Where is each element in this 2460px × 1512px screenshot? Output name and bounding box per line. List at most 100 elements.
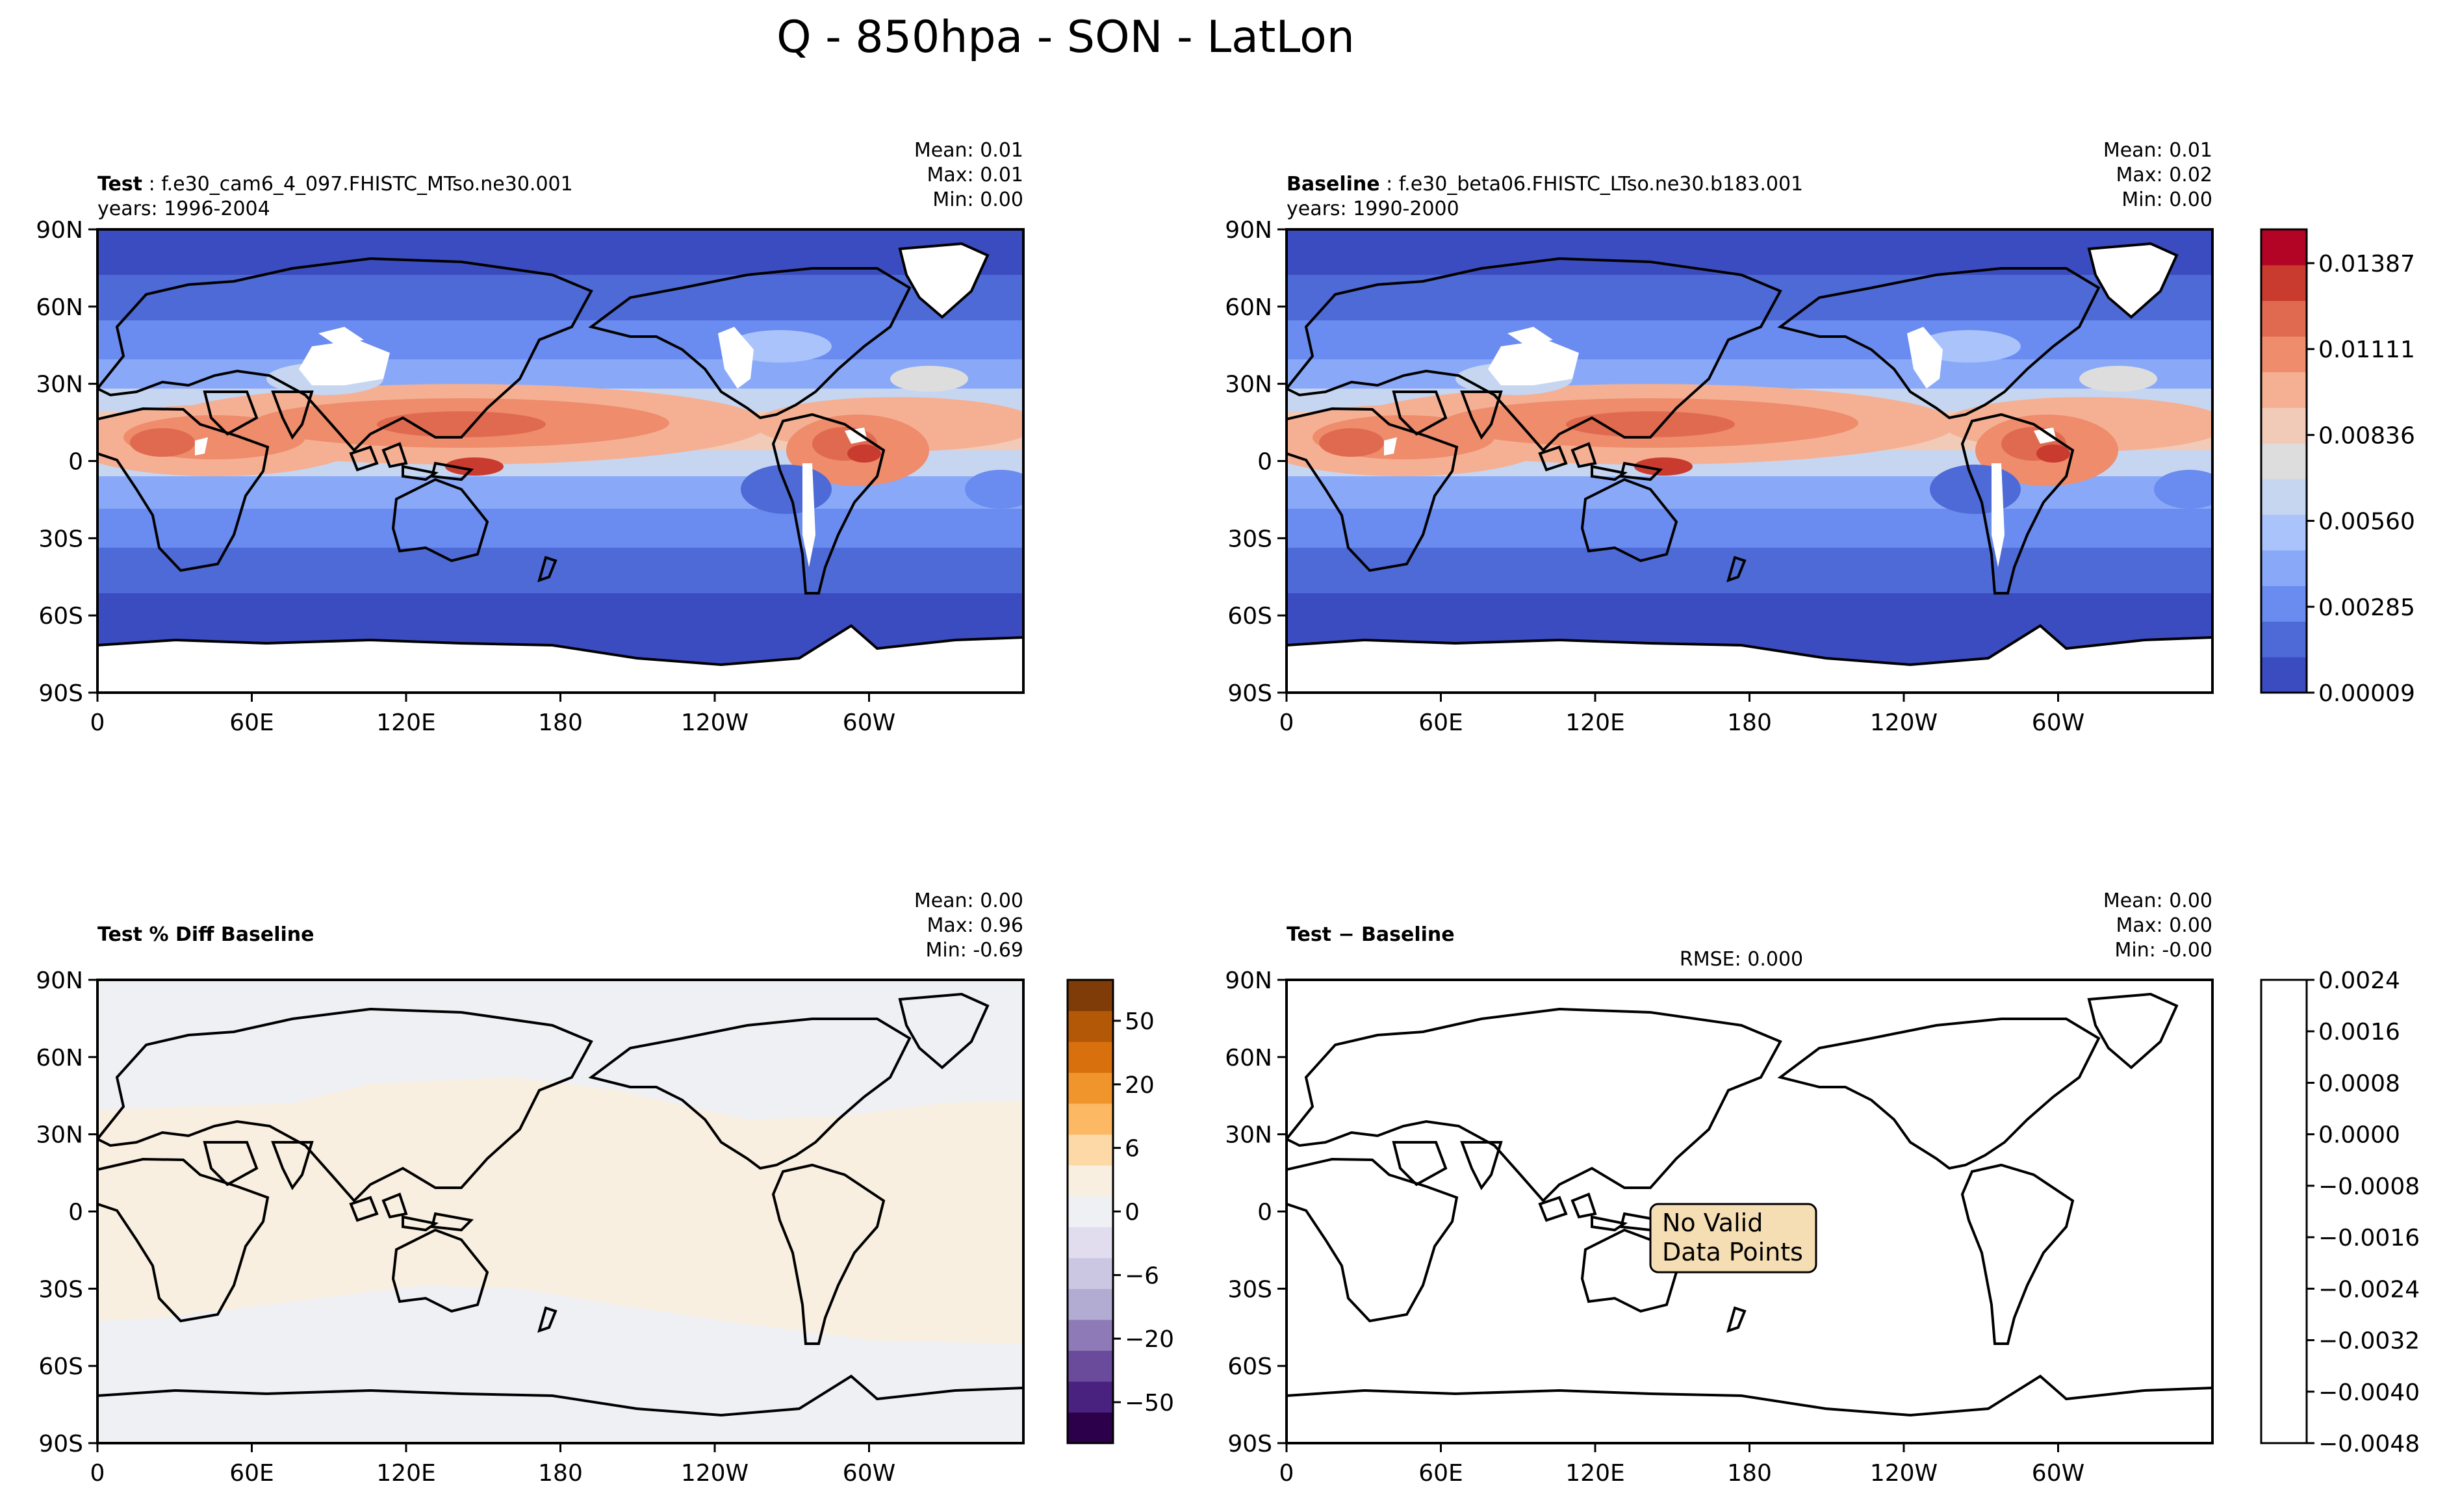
panel-title-bold: Baseline [1287, 173, 1380, 196]
panel-stat: Mean: 0.00 [914, 890, 1023, 912]
colorbar-label: −0.0032 [2318, 1328, 2420, 1355]
panel-years: years: 1990-2000 [1287, 198, 1459, 220]
colorbar-segment [1068, 1103, 1113, 1135]
lon-tick-label: 60E [229, 1460, 274, 1487]
colorbar-segment [2261, 621, 2307, 658]
no-data-box [1649, 1203, 1817, 1274]
lon-tick-label: 180 [1727, 1460, 1772, 1487]
map-body [97, 980, 1023, 1443]
colorbar-label: 6 [1125, 1136, 1140, 1162]
panel-stat: Max: 0.01 [927, 164, 1023, 186]
colorbar-segment [2261, 229, 2307, 266]
colorbar-label: 0.0000 [2318, 1122, 2400, 1149]
panel-years: years: 1996-2004 [97, 198, 270, 220]
lon-tick-label: 120E [376, 710, 435, 736]
colorbar-label: 0.00285 [2318, 595, 2415, 621]
lon-tick-label: 180 [538, 710, 583, 736]
colorbar-label: 0.00836 [2318, 422, 2415, 449]
lat-tick-label: 60N [1225, 294, 1272, 321]
map-body [97, 229, 1023, 693]
panel-stat: Min: -0.00 [2115, 939, 2213, 962]
panel-title-bold: Test % Diff Baseline [97, 923, 314, 946]
colorbar-label: 0.01387 [2318, 251, 2415, 277]
lon-tick-label: 120E [1565, 1460, 1624, 1487]
lat-tick-label: 30S [1227, 526, 1272, 552]
lat-tick-label: 60S [38, 603, 83, 630]
lat-tick-label: 30S [38, 1276, 83, 1303]
lat-tick-label: 90S [1227, 680, 1272, 707]
lat-tick-label: 30N [1225, 372, 1272, 398]
colorbar-segment [2261, 585, 2307, 622]
panel-stat: Max: 0.00 [2116, 914, 2212, 937]
panel-title-bold: Test [97, 173, 142, 196]
lat-tick-label: 60S [1227, 603, 1272, 630]
colorbar-segment [2261, 407, 2307, 444]
lon-tick-label: 0 [1279, 710, 1294, 736]
lat-tick-label: 30S [1227, 1276, 1272, 1303]
colorbar-label: −0.0048 [2318, 1431, 2420, 1457]
colorbar-segment [1068, 1319, 1113, 1351]
lat-tick-label: 0 [68, 449, 83, 476]
colorbar-segment [1068, 1350, 1113, 1382]
pct-north-band [97, 980, 1023, 1071]
colorbar-label: 0.01111 [2318, 337, 2415, 363]
colorbar-pct: 50 20 6 0 −6 −20 −50 [1066, 979, 1174, 1444]
colorbar-segment [1068, 1010, 1113, 1042]
colorbar-segment [1068, 1412, 1113, 1444]
panel-stat: Min: 0.00 [932, 188, 1023, 211]
lat-tick-label: 60N [36, 294, 83, 321]
colorbar-segment [2261, 300, 2307, 337]
panel-stat: Mean: 0.00 [2103, 890, 2212, 912]
lat-tick-label: 60S [1227, 1353, 1272, 1380]
colorbar-frame [2260, 979, 2308, 1444]
panel-stat: Max: 0.96 [927, 914, 1023, 937]
panel-title-bold: Test − Baseline [1287, 923, 1455, 946]
no-data-message: No Valid [1662, 1209, 1763, 1237]
colorbar-label: 0.0016 [2318, 1019, 2400, 1045]
map-panel-diff: Test − Baseline RMSE: 0.000 Mean: 0.00Max:… [1225, 890, 2214, 1487]
lon-tick-label: 180 [538, 1460, 583, 1487]
lon-tick-label: 180 [1727, 710, 1772, 736]
colorbar-segment [2261, 372, 2307, 408]
map-body [1287, 229, 2212, 693]
colorbar-segment [2261, 514, 2307, 551]
lat-tick-label: 90N [1225, 217, 1272, 244]
lat-tick-label: 30N [36, 372, 83, 398]
panel-stat: Max: 0.02 [2116, 164, 2212, 186]
lat-tick-label: 90N [1225, 967, 1272, 994]
colorbar-segment [1068, 1227, 1113, 1259]
panel-stat: Min: -0.69 [926, 939, 1024, 962]
lat-tick-label: 90S [38, 1431, 83, 1457]
panel-title: Test % Diff Baseline [97, 923, 314, 946]
panel-title: Test : f.e30_cam6_4_097.FHISTC_MTso.ne30… [97, 173, 573, 196]
lat-tick-label: 0 [68, 1199, 83, 1226]
panel-rmse: RMSE: 0.000 [1680, 948, 1803, 971]
colorbar-main: 0.01387 0.01111 0.00836 0.00560 0.00285 0.000… [2260, 228, 2415, 707]
lat-tick-label: 30N [36, 1122, 83, 1149]
colorbar-segment [2261, 550, 2307, 586]
colorbar-segment [1068, 1196, 1113, 1227]
colorbar-segment [1068, 1288, 1113, 1320]
colorbar-segment [2261, 264, 2307, 301]
panel-stat: Mean: 0.01 [914, 139, 1023, 162]
colorbar-segment [1068, 1165, 1113, 1197]
lat-tick-label: 90S [1227, 1431, 1272, 1457]
lat-tick-label: 90N [36, 217, 83, 244]
colorbar-label: −20 [1125, 1326, 1174, 1353]
lon-tick-label: 60W [843, 1460, 895, 1487]
lat-tick-label: 0 [1257, 1199, 1272, 1226]
colorbar-segment [2261, 336, 2307, 372]
lat-tick-label: 60S [38, 1353, 83, 1380]
colorbar-label: 0.0008 [2318, 1070, 2400, 1097]
lat-tick-label: 0 [1257, 449, 1272, 476]
figure-title: Q - 850hpa - SON - LatLon [776, 12, 1355, 63]
colorbar-label: −50 [1125, 1390, 1174, 1416]
field-fill [97, 229, 1023, 693]
colorbar-segment [2261, 478, 2307, 515]
colorbar-frame [2260, 228, 2308, 694]
lon-tick-label: 60W [843, 710, 895, 736]
colorbar-label: −0.0024 [2318, 1276, 2420, 1303]
lat-tick-label: 60N [1225, 1045, 1272, 1071]
lon-tick-label: 60W [2032, 710, 2084, 736]
